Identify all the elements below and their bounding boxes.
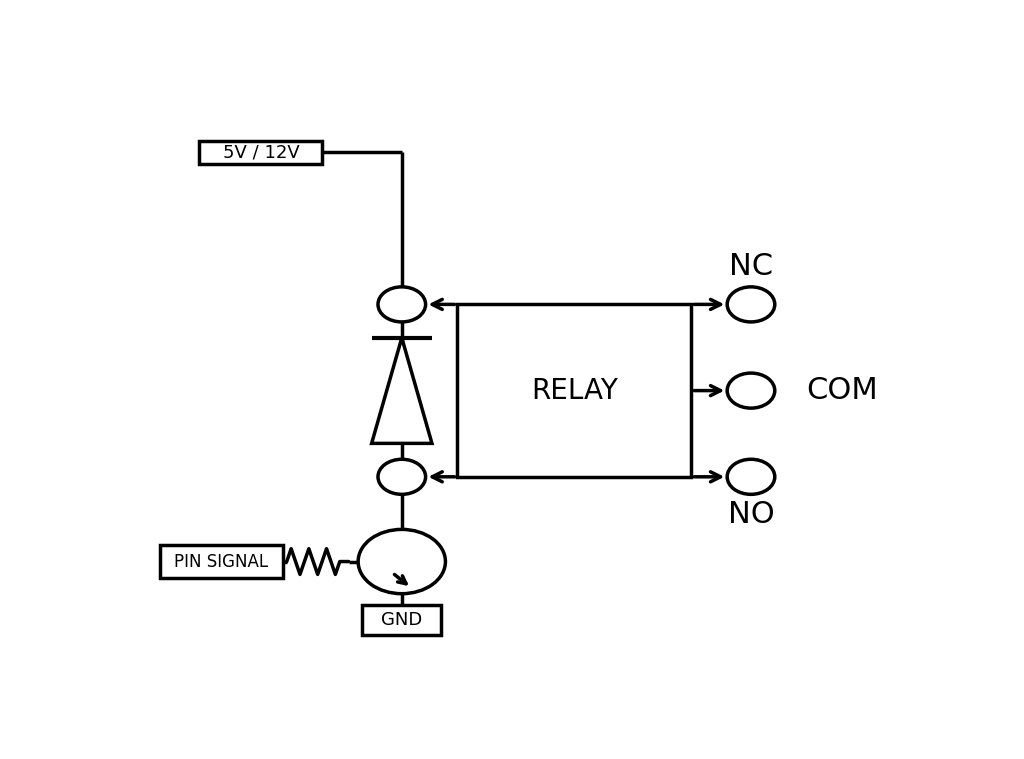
Circle shape [727,459,775,494]
Bar [160,545,283,578]
Text: 5V / 12V: 5V / 12V [222,143,299,162]
Bar [458,304,691,477]
Circle shape [727,287,775,322]
Bar [362,606,441,635]
Text: NC: NC [729,252,773,281]
Circle shape [378,459,426,494]
Polygon shape [372,338,432,443]
Circle shape [727,373,775,408]
Text: RELAY: RELAY [531,376,617,405]
Circle shape [358,530,445,594]
Text: COM: COM [807,376,879,405]
Text: PIN SIGNAL: PIN SIGNAL [174,553,268,571]
Circle shape [378,287,426,322]
Text: NO: NO [728,500,774,529]
Bar [200,140,323,164]
Text: GND: GND [381,611,423,629]
